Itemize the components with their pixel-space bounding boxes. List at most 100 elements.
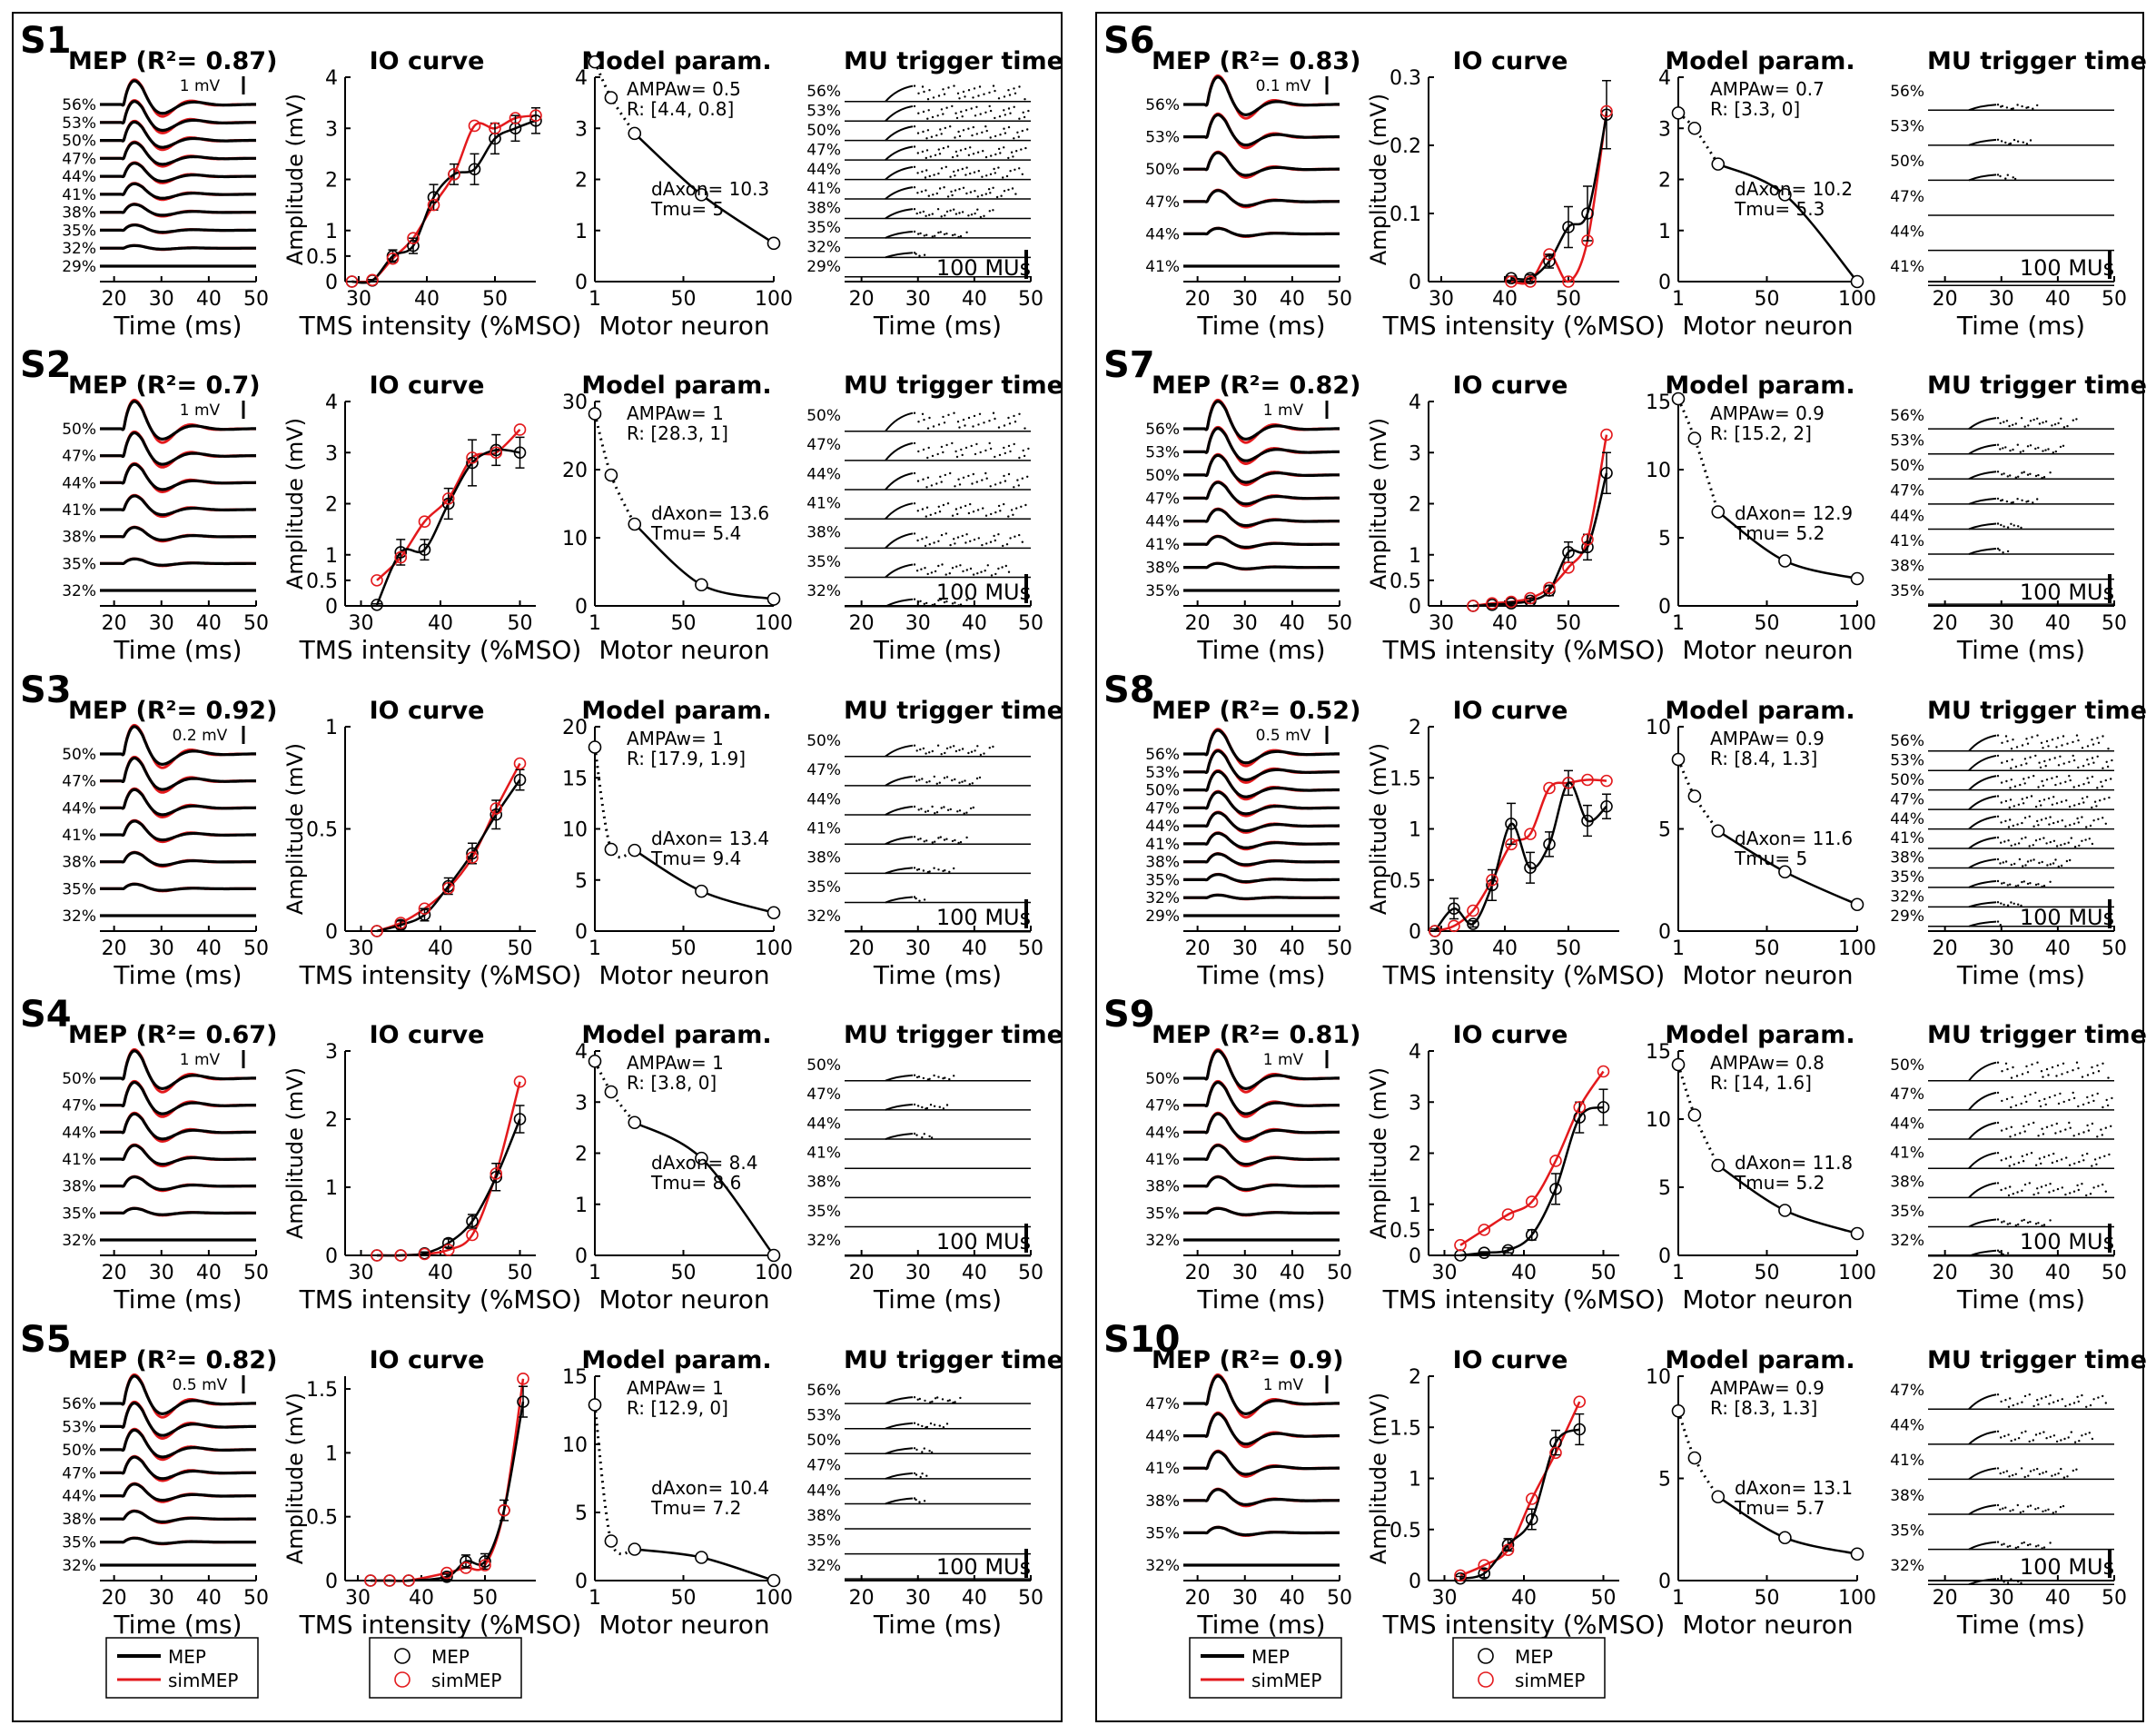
- mu-spike-dot: [927, 109, 930, 112]
- mep-trace: [1183, 534, 1340, 550]
- io-y-tick-label: 3: [1409, 442, 1421, 465]
- mu-spike-dot: [919, 211, 922, 214]
- mu-spike-dot: [916, 539, 919, 542]
- mu-spike-dot: [925, 839, 928, 842]
- model-y-tick-label: 30: [562, 392, 588, 414]
- mep-intensity-label: 44%: [62, 799, 96, 818]
- simmep-trace: [1183, 831, 1340, 851]
- mu-spike-dot: [2042, 1076, 2044, 1078]
- mep-scale-label: 0.5 mV: [1256, 727, 1311, 745]
- mu-spike-dot: [964, 174, 967, 176]
- time-tick-label: 50: [2102, 1587, 2127, 1610]
- mu-spike-dot: [1996, 104, 2000, 106]
- mu-spike-dot: [2063, 1437, 2066, 1441]
- mu-spike-dot: [2059, 1092, 2062, 1096]
- mep-intensity-label: 50%: [1145, 161, 1180, 179]
- mu-spike-dot: [917, 112, 920, 114]
- mu-spike-dot: [976, 572, 979, 575]
- mu-spike-dot: [2092, 1398, 2095, 1401]
- mu-spike-dot: [1007, 570, 1011, 573]
- mu-spike-dot: [2089, 824, 2092, 828]
- time-tick-label: 50: [1018, 1262, 1043, 1284]
- mu-spike-dot: [961, 211, 964, 213]
- mu-spike-dot: [2095, 1163, 2098, 1166]
- time-axis-label: Time (ms): [1956, 960, 2085, 990]
- mu-spike-dot: [2042, 1546, 2046, 1549]
- mu-spike-dot: [960, 110, 963, 114]
- mu-spike-dot: [2076, 817, 2079, 820]
- mu-onset-curve: [885, 1396, 914, 1405]
- mu-spike-dot: [999, 134, 1002, 136]
- mu-spike-dot: [984, 471, 987, 475]
- mep-trace: [100, 203, 256, 217]
- mu-spike-dot: [2048, 1191, 2051, 1194]
- mu-spike-dot: [2102, 1062, 2104, 1066]
- model-tmu: Tmu= 5.7: [1734, 1497, 1825, 1519]
- mu-spike-dot: [2032, 844, 2034, 847]
- mu-spike-dot: [2055, 1122, 2058, 1125]
- io-sim-point: [1525, 1492, 1538, 1505]
- mu-onset-curve: [885, 1472, 914, 1480]
- mu-onset-curve: [885, 145, 914, 161]
- mu-spike-dot: [997, 147, 1001, 151]
- io-x-tick-label: 40: [409, 1587, 434, 1610]
- mu-spike-dot: [1004, 480, 1007, 482]
- mu-spike-dot: [2091, 775, 2094, 778]
- mu-spike-dot: [2052, 796, 2055, 798]
- mu-spike-dot: [920, 190, 924, 193]
- mu-spike-dot: [2082, 801, 2085, 804]
- mu-intensity-label: 50%: [1890, 457, 1924, 475]
- mu-spike-dot: [2003, 881, 2005, 885]
- mu-spike-dot: [2009, 1544, 2012, 1548]
- io-sim-point: [1505, 595, 1518, 609]
- mu-spike-dot: [959, 840, 963, 844]
- io-mep-point: [1562, 221, 1575, 233]
- mu-spike-dot: [2004, 1062, 2008, 1066]
- mu-spike-dot: [2039, 1105, 2042, 1108]
- mu-spike-dot: [988, 420, 991, 422]
- mu-spike-dot: [925, 156, 927, 160]
- mu-spike-dot: [994, 134, 997, 138]
- mep-trace: [1183, 769, 1340, 798]
- mu-spike-dot: [928, 1135, 931, 1138]
- mu-spike-dot: [971, 782, 974, 785]
- mu-onset-curve: [1968, 1504, 1997, 1515]
- model-point: [695, 1151, 708, 1165]
- mu-spike-dot: [2043, 1097, 2046, 1101]
- time-axis-label: Time (ms): [113, 960, 242, 990]
- mu-spike-dot: [925, 137, 928, 140]
- mu-spike-dot: [940, 108, 944, 111]
- io-mep-point: [1581, 207, 1594, 220]
- mu-spike-dot: [989, 109, 993, 113]
- mu-spike-dot: [997, 504, 1001, 508]
- mep-scale-label: 1 mV: [1263, 1376, 1304, 1394]
- legend-box: [1189, 1637, 1342, 1699]
- mu-spike-dot: [915, 779, 918, 782]
- mu-spike-dot: [2021, 1432, 2023, 1434]
- mu-spike-dot: [921, 508, 925, 511]
- mep-trace: [99, 243, 256, 251]
- mep-intensity-label: 41%: [62, 501, 96, 520]
- mep-trace: [1183, 400, 1340, 441]
- mu-intensity-label: 56%: [1890, 732, 1924, 750]
- io-y-tick-label: 0.5: [306, 570, 338, 593]
- mu-spike-dot: [944, 473, 947, 477]
- io-sim-point: [513, 1075, 527, 1088]
- mu-spike-dot: [2026, 473, 2030, 476]
- time-tick-label: 40: [962, 1587, 987, 1610]
- io-sim-point: [1501, 1543, 1515, 1557]
- mu-spike-dot: [917, 868, 921, 871]
- mep-trace: [1182, 811, 1340, 833]
- mu-spike-dot: [2086, 1074, 2090, 1076]
- mu-onset-curve: [1968, 138, 1997, 146]
- io-sim-point: [1524, 275, 1537, 288]
- mu-spike-dot: [923, 1500, 926, 1502]
- model-point: [628, 517, 642, 531]
- mu-spike-dot: [2023, 782, 2026, 785]
- mu-intensity-label: 56%: [806, 1382, 841, 1400]
- mu-spike-dot: [2078, 802, 2081, 806]
- mu-spike-dot: [2096, 1092, 2099, 1096]
- mu-spike-dot: [958, 749, 961, 751]
